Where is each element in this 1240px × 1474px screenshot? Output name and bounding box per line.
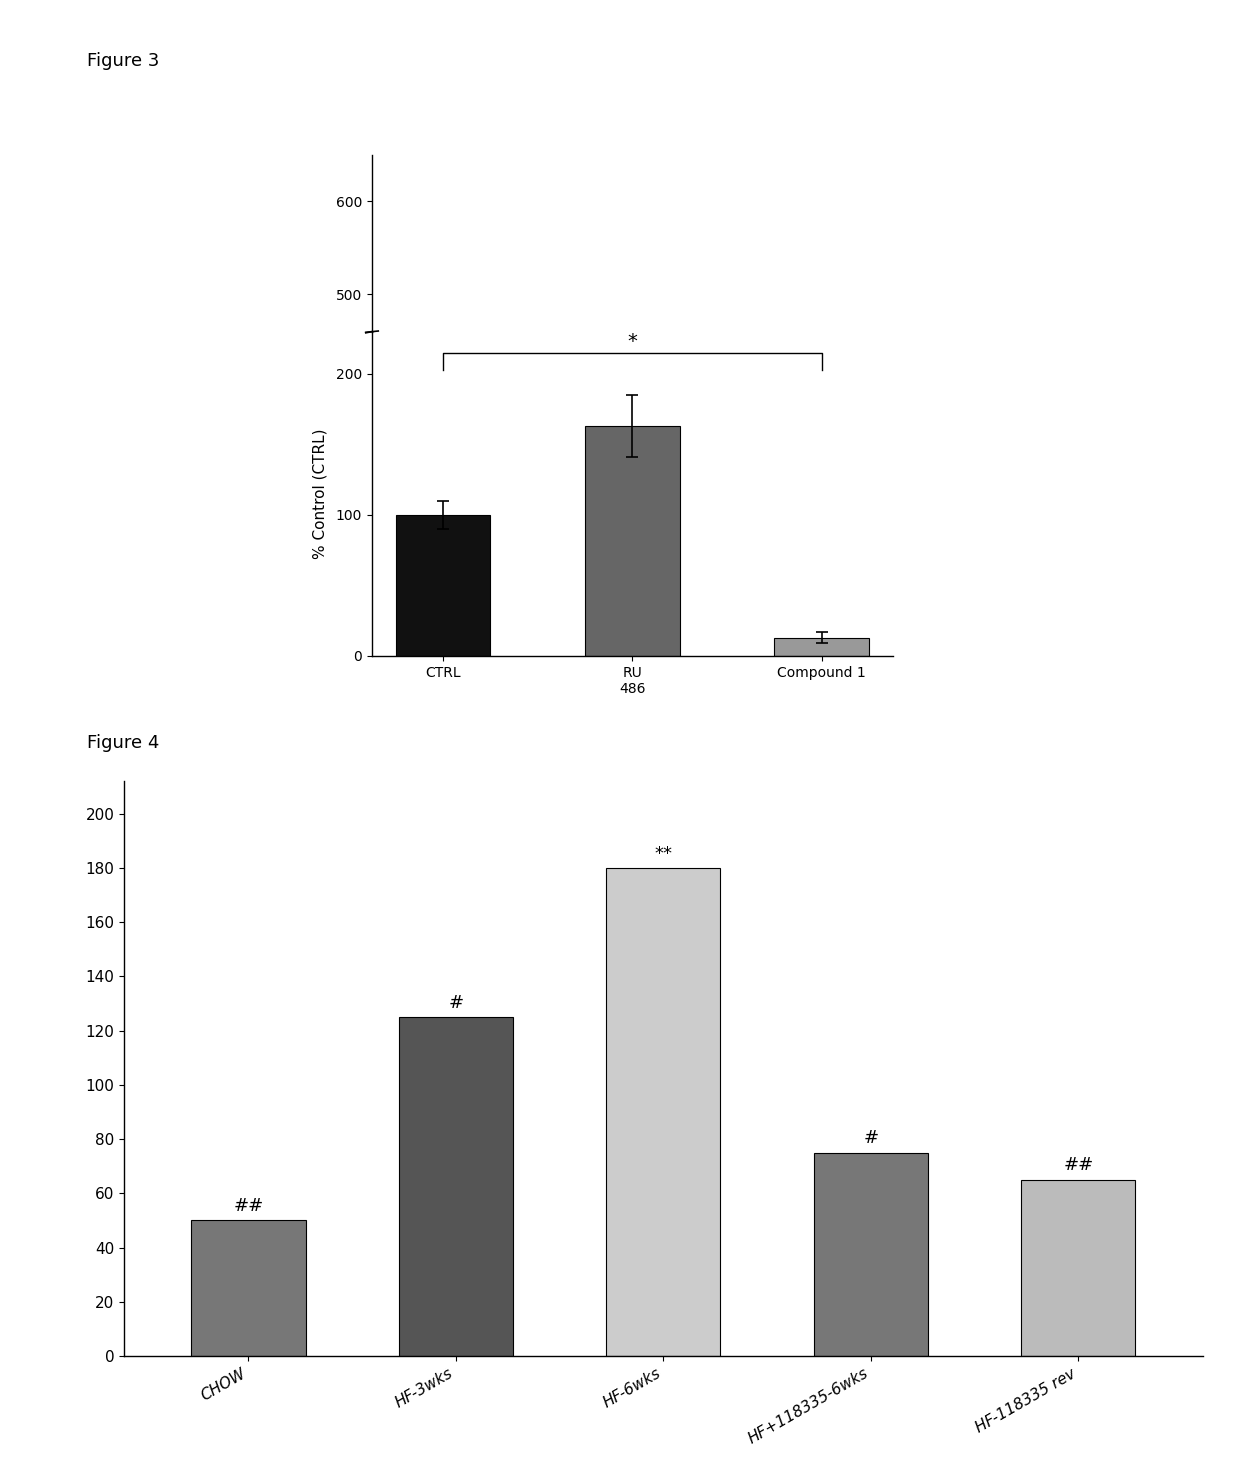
Text: ##: ## bbox=[1063, 1157, 1094, 1175]
Bar bbox=[585, 609, 680, 761]
Bar bbox=[775, 638, 869, 656]
Y-axis label: % Control (CTRL): % Control (CTRL) bbox=[312, 429, 327, 559]
Bar bbox=[813, 1153, 928, 1356]
Text: **: ** bbox=[655, 845, 672, 862]
Bar bbox=[775, 747, 869, 761]
Text: Figure 4: Figure 4 bbox=[87, 734, 159, 752]
Bar bbox=[396, 514, 490, 656]
Text: #: # bbox=[449, 993, 464, 1011]
Text: Figure 3: Figure 3 bbox=[87, 52, 159, 69]
Text: #: # bbox=[863, 1129, 878, 1147]
Bar bbox=[191, 1220, 305, 1356]
Bar bbox=[1022, 1179, 1136, 1356]
Text: ##: ## bbox=[233, 1197, 264, 1215]
Bar bbox=[606, 868, 720, 1356]
Text: *: * bbox=[627, 333, 637, 351]
Bar bbox=[399, 1017, 513, 1356]
Bar bbox=[585, 426, 680, 656]
Bar bbox=[396, 666, 490, 761]
